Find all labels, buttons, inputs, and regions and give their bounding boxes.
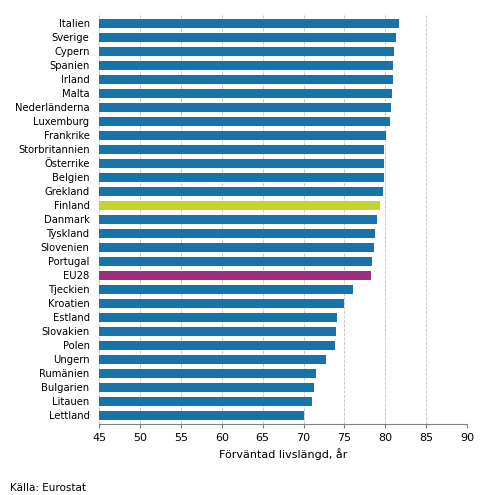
X-axis label: Förväntad livslängd, år: Förväntad livslängd, år — [219, 448, 346, 460]
Text: Källa: Eurostat: Källa: Eurostat — [10, 483, 85, 493]
Bar — [99, 313, 336, 322]
Bar — [99, 327, 336, 336]
Bar — [99, 117, 389, 126]
Bar — [99, 159, 384, 168]
Bar — [99, 61, 393, 70]
Bar — [99, 299, 343, 308]
Bar — [99, 201, 379, 210]
Bar — [99, 271, 370, 280]
Bar — [99, 75, 392, 84]
Bar — [99, 103, 390, 112]
Bar — [99, 47, 393, 56]
Bar — [99, 285, 353, 294]
Bar — [99, 33, 395, 42]
Bar — [99, 257, 371, 266]
Bar — [99, 187, 382, 196]
Bar — [99, 243, 373, 252]
Bar — [99, 215, 376, 224]
Bar — [99, 397, 311, 406]
Bar — [99, 173, 383, 182]
Bar — [99, 369, 315, 378]
Bar — [99, 145, 384, 154]
Bar — [99, 355, 325, 364]
Bar — [99, 383, 314, 392]
Bar — [99, 411, 304, 420]
Bar — [99, 131, 386, 140]
Bar — [99, 19, 398, 28]
Bar — [99, 229, 374, 238]
Bar — [99, 341, 334, 350]
Bar — [99, 89, 391, 98]
